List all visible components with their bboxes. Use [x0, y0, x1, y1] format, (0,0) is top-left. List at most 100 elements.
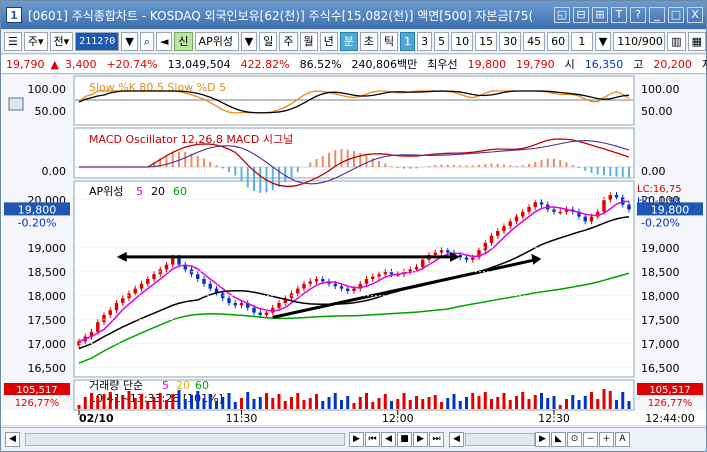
range-display: 110/900: [613, 32, 666, 51]
scroll-left-icon[interactable]: ◀: [5, 432, 20, 447]
zoom-out-icon[interactable]: −: [583, 432, 598, 447]
stoch-ytick-100-left: 100.00: [28, 83, 67, 96]
chart-icon[interactable]: ▥: [667, 32, 686, 51]
scroll-right-icon[interactable]: ▶: [349, 432, 364, 447]
candle-body: [96, 322, 100, 332]
nav-left-icon[interactable]: ◀: [449, 432, 464, 447]
collapse-icon[interactable]: ◣: [551, 432, 566, 447]
nav-right-icon[interactable]: ▶: [535, 432, 550, 447]
zoom-icon[interactable]: ⊙: [567, 432, 582, 447]
volume-bar: [408, 400, 412, 409]
quote-bar: 19,790 ▲ 3,400 +20.74% 13,049,504 422.82…: [1, 55, 707, 74]
tab-tick[interactable]: 틱: [380, 32, 399, 51]
ma5-line: [78, 200, 630, 343]
volume-bar: [265, 393, 268, 409]
volume-bar: [421, 399, 425, 409]
interval-10[interactable]: 10: [451, 32, 474, 51]
candle-body: [171, 257, 175, 265]
stop-icon[interactable]: ■: [397, 432, 412, 447]
ma60-line: [78, 272, 630, 364]
tab-monthly[interactable]: 월: [299, 32, 318, 51]
macd-ytick-right: 0.00: [641, 165, 666, 178]
volume-bar: [583, 396, 587, 409]
interval-30[interactable]: 30: [499, 32, 522, 51]
interval-3[interactable]: 3: [417, 32, 433, 51]
volume-value-badge-left: [4, 383, 70, 395]
close-icon[interactable]: X: [687, 7, 703, 23]
window-title: [0601] 주식종합차트 - KOSDAQ 외국인보유[62(천)] 주식수[…: [28, 8, 534, 23]
search-icon[interactable]: ⌕: [139, 32, 154, 51]
maximize-icon[interactable]: ⊞: [592, 7, 608, 23]
tab-yearly[interactable]: 년: [319, 32, 338, 51]
volume-value-right: 105,517: [649, 385, 690, 396]
font-size-icon[interactable]: T: [611, 7, 627, 23]
volume: 13,049,504: [167, 57, 231, 71]
interval-45[interactable]: 45: [523, 32, 546, 51]
help-icon[interactable]: ?: [630, 7, 646, 23]
first-page-icon[interactable]: ⏮: [365, 432, 380, 447]
last-pct-right: -0.20%: [641, 216, 680, 229]
candle-body: [596, 211, 600, 217]
low-label: 저: [701, 58, 707, 71]
candle-body: [302, 283, 306, 289]
volume-bar: [615, 400, 618, 409]
tab-second[interactable]: 초: [359, 32, 378, 51]
last-page-icon[interactable]: ⏭: [429, 432, 444, 447]
interval-1[interactable]: 1: [400, 32, 416, 51]
volume-bar: [327, 397, 331, 409]
window-restore-icon[interactable]: □: [668, 7, 684, 23]
stock-name-dropdown[interactable]: ▼: [240, 32, 258, 51]
volume-bar: [346, 396, 350, 409]
macd-lines: [75, 138, 633, 193]
x-tick-label: 12:30: [538, 412, 570, 425]
count-input[interactable]: 1: [571, 32, 593, 51]
period-dropdown[interactable]: 주▾: [23, 32, 48, 51]
next-page-icon[interactable]: ▶: [413, 432, 428, 447]
tab-weekly[interactable]: 주: [279, 32, 298, 51]
candle-body: [558, 211, 562, 214]
minimize-icon[interactable]: ⊟: [573, 7, 589, 23]
volume-bar: [496, 397, 500, 409]
volume-bar: [258, 397, 262, 409]
price-ytick-left: 16,500: [28, 362, 67, 375]
chart-area[interactable]: Slow %K 80,5 Slow %D 5 100.00 50.00 100.…: [1, 75, 706, 425]
right-axis: [635, 76, 706, 410]
ma20-label: 20: [151, 185, 165, 198]
volume-bar: [227, 393, 231, 409]
restore-icon[interactable]: ◱: [554, 7, 570, 23]
volume-bar: [221, 397, 225, 409]
navigation-bar: ◀ ▶ ⏮ ◀ ■ ▶ ⏭ ◀ ▶ ◣ ⊙ − + A: [1, 427, 706, 451]
interval-5[interactable]: 5: [434, 32, 450, 51]
tab-minute[interactable]: 분: [339, 32, 358, 51]
slow-d-line: [78, 90, 630, 114]
volume-bar: [90, 393, 93, 409]
interval-60[interactable]: 60: [547, 32, 570, 51]
stock-code-input[interactable]: 2112?0: [75, 32, 120, 51]
zoom-scrollbar[interactable]: [465, 433, 535, 446]
sound-icon[interactable]: ◄: [155, 32, 173, 51]
candle-body: [177, 257, 181, 265]
window-minimize-icon[interactable]: _: [649, 7, 665, 23]
candle-body: [208, 283, 212, 289]
support-trend-arrow: [272, 258, 536, 319]
volume-bar: [565, 399, 568, 409]
interval-15[interactable]: 15: [475, 32, 498, 51]
volume-bar: [83, 397, 87, 409]
font-icon[interactable]: A: [615, 432, 630, 447]
volume-pct-left: 126,77%: [15, 398, 60, 409]
code-dropdown-button[interactable]: ▼: [121, 32, 138, 51]
history-scrollbar[interactable]: [25, 433, 345, 446]
candle-body: [352, 288, 356, 291]
menu-grid-icon[interactable]: ☰: [4, 32, 22, 51]
stock-name-field[interactable]: AP위성: [194, 32, 239, 51]
volume-bar: [158, 393, 162, 409]
zoom-in-icon[interactable]: +: [599, 432, 614, 447]
market-dropdown[interactable]: 전▾: [49, 32, 74, 51]
prev-page-icon[interactable]: ◀: [381, 432, 396, 447]
tab-daily[interactable]: 일: [259, 32, 278, 51]
count-dropdown[interactable]: ▼: [594, 32, 612, 51]
panel-settings-icon[interactable]: [8, 97, 24, 111]
grid-icon[interactable]: ▦: [687, 32, 706, 51]
candle-body: [389, 271, 394, 275]
